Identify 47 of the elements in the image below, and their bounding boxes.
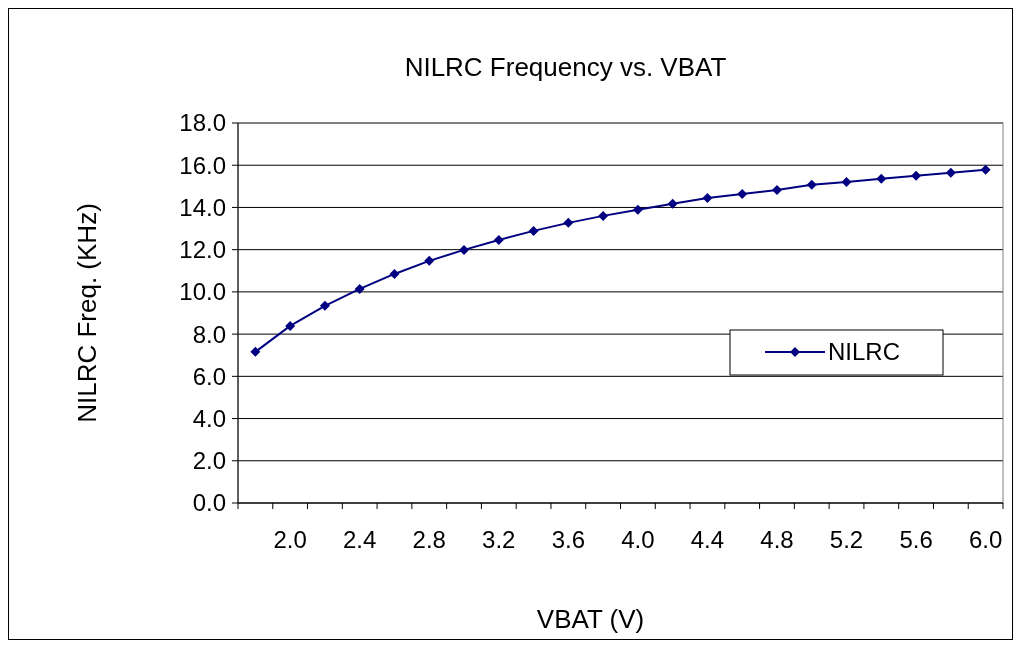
y-tick-label: 14.0 <box>179 193 226 221</box>
x-tick-label: 5.6 <box>899 526 933 553</box>
x-tick-label: 2.4 <box>343 526 377 553</box>
point <box>911 170 922 181</box>
y-tick-label: 0.0 <box>192 489 226 517</box>
y-tick-label: 4.0 <box>192 404 226 432</box>
point <box>493 234 504 245</box>
point <box>389 268 400 279</box>
point <box>945 167 956 178</box>
point <box>737 188 748 199</box>
point <box>632 204 643 215</box>
point <box>250 346 261 357</box>
x-tick-label: 5.2 <box>829 526 864 553</box>
x-tick-label: 6.0 <box>968 526 1003 553</box>
point <box>424 255 435 266</box>
y-axis-title: NILRC Freq. (KHz) <box>72 203 102 423</box>
x-tick-label: 3.2 <box>482 526 516 553</box>
x-tick-label: 2.8 <box>412 526 446 553</box>
legend-label: NILRC <box>828 338 901 366</box>
x-tick-label: 2.0 <box>273 526 307 553</box>
y-tick-label: 10.0 <box>179 278 226 306</box>
x-axis-title: VBAT (V) <box>536 604 645 634</box>
x-tick-label: 4.4 <box>690 526 725 553</box>
point <box>702 192 713 203</box>
point <box>771 184 782 195</box>
y-tick-label: 16.0 <box>179 151 226 179</box>
y-tick-label: 18.0 <box>179 109 226 137</box>
point <box>459 244 470 255</box>
x-tick-label: 4.0 <box>621 526 655 553</box>
point <box>598 210 609 221</box>
y-tick-label: 6.0 <box>192 362 226 390</box>
point <box>563 217 574 228</box>
y-tick-label: 12.0 <box>179 236 226 264</box>
point <box>667 198 678 209</box>
x-tick-label: 4.8 <box>760 526 794 553</box>
point <box>876 173 887 184</box>
y-tick-label: 2.0 <box>192 447 226 475</box>
chart-title: NILRC Frequency vs. VBAT <box>404 52 727 82</box>
y-tick-label: 8.0 <box>192 320 226 348</box>
point <box>354 283 365 294</box>
point <box>319 300 330 311</box>
point <box>806 179 817 190</box>
point <box>528 225 539 236</box>
point <box>980 164 991 175</box>
point <box>285 320 296 331</box>
point <box>841 176 852 187</box>
x-tick-label: 3.6 <box>551 526 586 553</box>
